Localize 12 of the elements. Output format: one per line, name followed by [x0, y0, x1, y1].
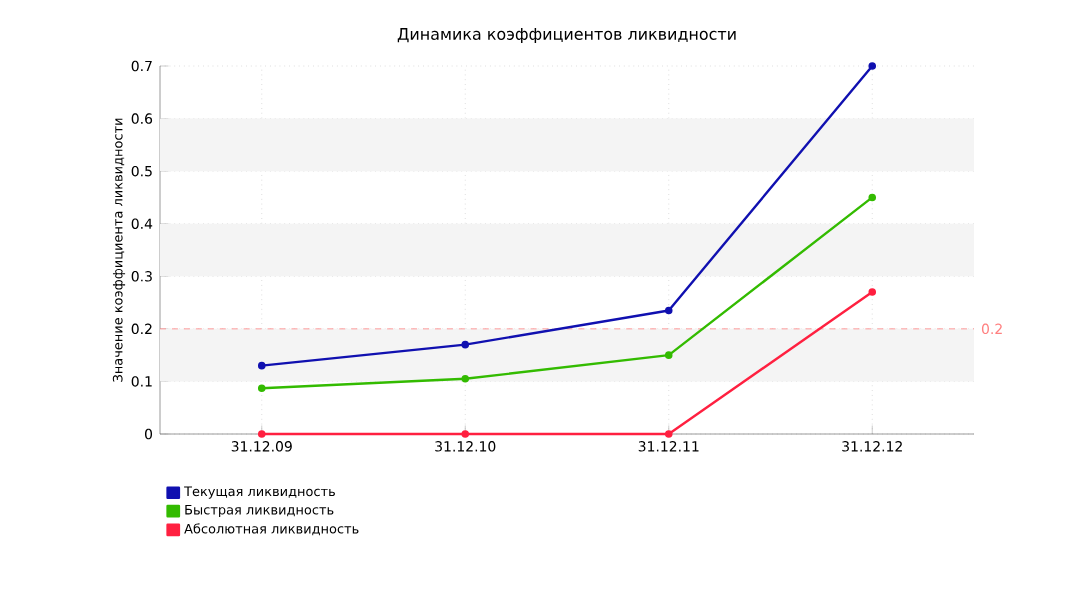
point — [257, 384, 266, 393]
point — [461, 375, 470, 383]
point — [868, 288, 877, 296]
point — [868, 193, 877, 202]
point — [257, 361, 266, 370]
point — [461, 430, 470, 438]
point — [664, 351, 673, 359]
point — [868, 62, 877, 70]
point — [664, 430, 673, 438]
point — [257, 430, 266, 438]
point — [664, 306, 673, 315]
point — [461, 340, 470, 349]
